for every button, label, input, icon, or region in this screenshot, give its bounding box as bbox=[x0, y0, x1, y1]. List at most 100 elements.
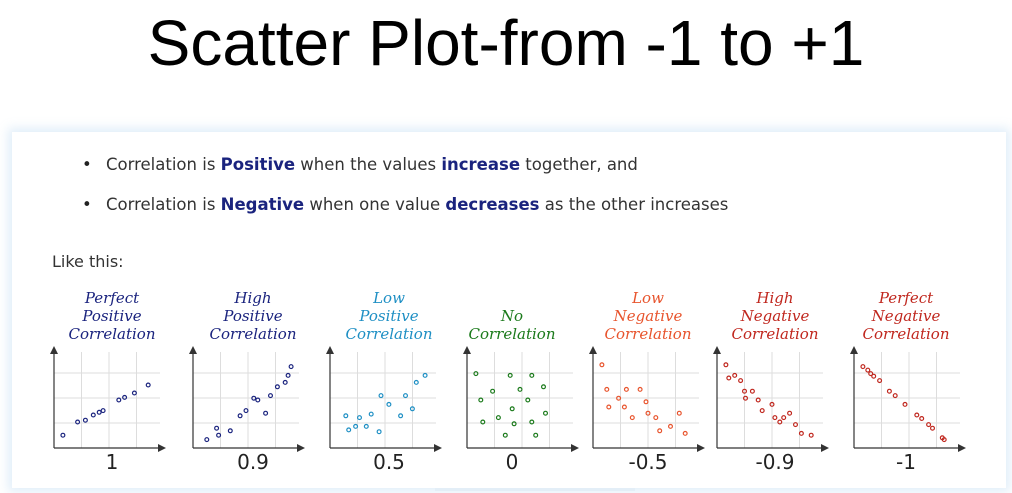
data-point bbox=[616, 395, 622, 401]
y-axis-arrow bbox=[850, 346, 858, 354]
chart-label-line: Positive bbox=[82, 307, 142, 325]
scatter-chart-1 bbox=[189, 346, 305, 452]
bullet-text: Correlation is bbox=[106, 155, 221, 174]
bullet-dot: • bbox=[82, 195, 92, 214]
chart-label-line: High bbox=[756, 289, 794, 307]
data-point bbox=[529, 372, 535, 378]
bullet-bold-term: Positive bbox=[220, 155, 296, 174]
data-point bbox=[363, 423, 369, 429]
data-point bbox=[398, 413, 404, 419]
data-point bbox=[511, 421, 517, 427]
chart-label-line: Low bbox=[373, 289, 405, 307]
data-point bbox=[403, 393, 409, 399]
data-point bbox=[343, 413, 349, 419]
data-point bbox=[742, 395, 748, 401]
bullet-text: Correlation is bbox=[106, 195, 221, 214]
data-point bbox=[100, 408, 106, 414]
data-point bbox=[623, 386, 629, 392]
data-point bbox=[540, 384, 546, 390]
x-axis-arrow bbox=[697, 444, 705, 452]
data-point bbox=[353, 423, 359, 429]
correlation-value: 0.9 bbox=[237, 450, 269, 474]
data-point bbox=[525, 397, 531, 403]
chart-label: Low Negative Correlation bbox=[573, 289, 723, 343]
chart-label-line: Correlation bbox=[68, 325, 156, 343]
data-point bbox=[755, 397, 761, 403]
data-point bbox=[409, 406, 415, 412]
data-point bbox=[263, 410, 269, 416]
data-point bbox=[214, 425, 220, 431]
data-point bbox=[122, 394, 128, 400]
data-point bbox=[473, 371, 479, 377]
chart-label-line: Low bbox=[632, 289, 664, 307]
correlation-value: 0.5 bbox=[373, 450, 405, 474]
data-point bbox=[274, 384, 280, 390]
chart-label: Perfect Positive Correlation bbox=[37, 289, 187, 343]
page-title: Scatter Plot-from -1 to +1 bbox=[147, 7, 865, 79]
chart-label-line: Positive bbox=[223, 307, 283, 325]
data-point bbox=[877, 378, 883, 384]
data-point bbox=[216, 432, 222, 438]
data-point bbox=[621, 404, 627, 410]
correlation-value: -0.5 bbox=[628, 450, 668, 474]
data-point bbox=[886, 388, 892, 394]
data-point bbox=[243, 408, 249, 414]
data-point bbox=[726, 375, 732, 381]
data-point bbox=[759, 408, 765, 414]
data-point bbox=[629, 415, 635, 421]
data-point bbox=[422, 372, 428, 378]
data-point bbox=[860, 364, 866, 370]
data-point bbox=[502, 432, 508, 438]
data-point bbox=[643, 399, 649, 405]
y-axis-arrow bbox=[463, 346, 471, 354]
data-point bbox=[413, 379, 419, 385]
chart-label-line: Correlation bbox=[604, 325, 692, 343]
bullet-bold-term: Negative bbox=[220, 195, 305, 214]
chart-label: No Correlation bbox=[437, 307, 587, 343]
data-point bbox=[914, 412, 920, 418]
chart-label: High Negative Correlation bbox=[700, 289, 850, 343]
chart-label-line: High bbox=[234, 289, 272, 307]
data-point bbox=[60, 432, 66, 438]
data-point bbox=[604, 386, 610, 392]
y-axis-arrow bbox=[713, 346, 721, 354]
bullet-list: • Correlation is Positive when the values… bbox=[78, 155, 728, 235]
x-axis-arrow bbox=[958, 444, 966, 452]
data-point bbox=[251, 395, 257, 401]
chart-label-line: Correlation bbox=[345, 325, 433, 343]
scatter-chart-0 bbox=[50, 346, 166, 452]
y-axis-arrow bbox=[589, 346, 597, 354]
y-axis-arrow bbox=[50, 346, 58, 354]
data-point bbox=[868, 371, 874, 377]
data-point bbox=[75, 419, 81, 425]
data-point bbox=[741, 388, 747, 394]
data-point bbox=[90, 412, 96, 418]
data-point bbox=[507, 372, 513, 378]
bullet-text: as the other increases bbox=[539, 195, 729, 214]
data-point bbox=[929, 425, 935, 431]
data-point bbox=[131, 390, 137, 396]
x-axis-arrow bbox=[158, 444, 166, 452]
chart-label-line: Negative bbox=[613, 307, 683, 325]
data-point bbox=[509, 406, 515, 412]
chart-label-line: Perfect bbox=[878, 289, 934, 307]
data-point bbox=[116, 397, 122, 403]
data-point bbox=[346, 427, 352, 433]
x-axis-arrow bbox=[297, 444, 305, 452]
data-point bbox=[378, 393, 384, 399]
scatter-chart-6 bbox=[850, 346, 966, 452]
data-point bbox=[871, 373, 877, 379]
data-point bbox=[227, 428, 233, 434]
chart-label: Low Positive Correlation bbox=[314, 289, 464, 343]
data-point bbox=[237, 413, 243, 419]
scatter-chart-3 bbox=[463, 346, 579, 452]
data-point bbox=[653, 415, 659, 421]
data-point bbox=[667, 423, 673, 429]
data-point bbox=[792, 422, 798, 428]
data-point bbox=[96, 409, 102, 415]
data-point bbox=[495, 415, 501, 421]
x-axis-arrow bbox=[821, 444, 829, 452]
bullet-negative: • Correlation is Negative when one value … bbox=[78, 195, 728, 235]
data-point bbox=[676, 410, 682, 416]
